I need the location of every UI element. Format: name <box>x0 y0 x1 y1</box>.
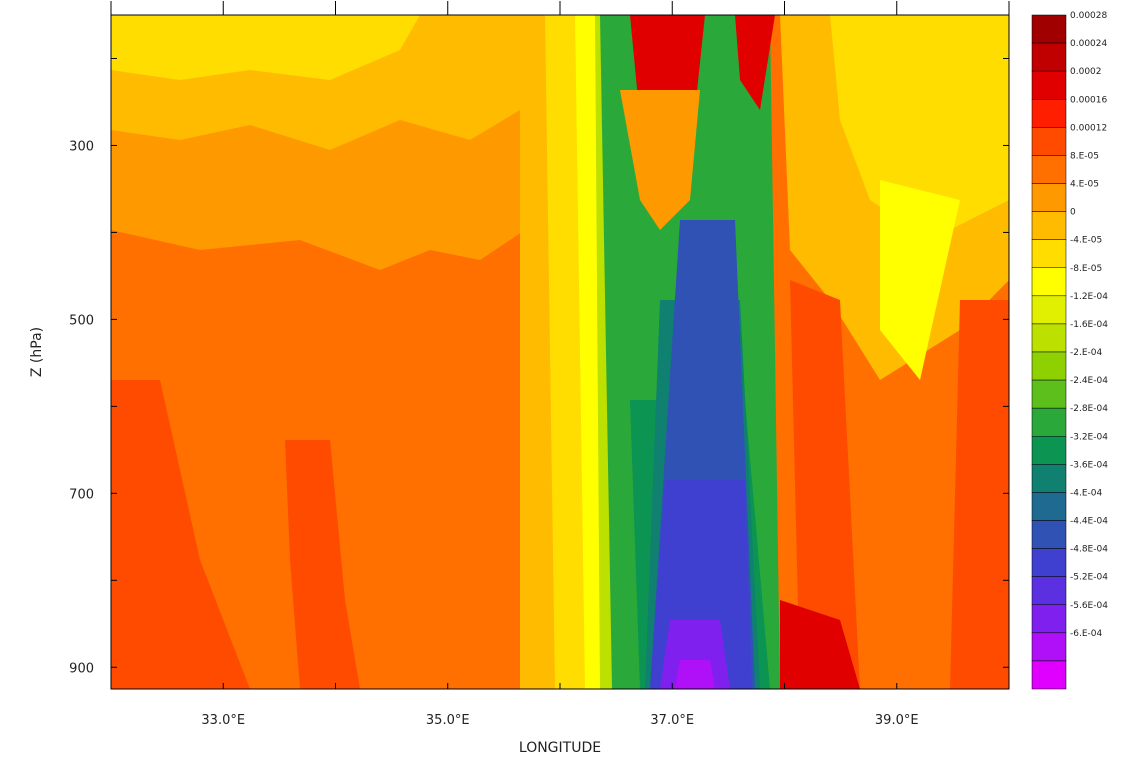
colorbar-label: -6.E-04 <box>1070 629 1102 639</box>
colorbar-swatch <box>1031 323 1067 353</box>
colorbar-swatch <box>1031 155 1067 184</box>
y-axis: 300 500 700 900 <box>69 57 1009 676</box>
colorbar-label: -5.6E-04 <box>1070 601 1108 611</box>
colorbar-swatch <box>1031 295 1067 325</box>
colorbar-label: 8.E-05 <box>1070 151 1099 161</box>
colorbar-swatch <box>1031 576 1067 606</box>
colorbar-label: 0 <box>1070 208 1076 218</box>
x-tick-label: 37.0°E <box>650 713 694 728</box>
contour-region-right-red <box>790 280 860 689</box>
colorbar-label: 4.E-05 <box>1070 180 1099 190</box>
colorbar-label: -4.4E-04 <box>1070 517 1108 527</box>
colorbar-label: 0.00024 <box>1070 39 1107 49</box>
contour-region-right-tongue <box>880 180 960 380</box>
colorbar-label: -2.8E-04 <box>1070 404 1108 414</box>
colorbar-label: -4.E-05 <box>1070 236 1102 246</box>
contour-region-mid-left <box>285 440 360 689</box>
colorbar-swatch <box>1031 183 1067 212</box>
colorbar-swatch <box>1031 99 1067 128</box>
colorbar-swatch <box>1031 604 1067 634</box>
colorbar-swatch <box>1031 211 1067 240</box>
x-axis: 33.0°E 35.0°E 37.0°E 39.0°E <box>110 1 1010 728</box>
colorbar-swatch <box>1031 492 1067 521</box>
colorbar-swatch <box>1031 239 1067 269</box>
colorbar-swatch <box>1031 14 1067 44</box>
colorbar-swatch <box>1031 379 1067 409</box>
x-tick-label: 39.0°E <box>875 713 919 728</box>
colorbar-swatch <box>1031 632 1067 662</box>
colorbar-label: 0.00012 <box>1070 123 1107 133</box>
contour-region-col-magenta <box>675 660 715 689</box>
colorbar-label: 0.0002 <box>1070 67 1102 77</box>
colorbar-label: -3.2E-04 <box>1070 432 1108 442</box>
x-tick-label: 35.0°E <box>426 713 470 728</box>
colorbar-label: -3.6E-04 <box>1070 460 1108 470</box>
colorbar-label: -1.6E-04 <box>1070 320 1108 330</box>
colorbar-label: 0.00016 <box>1070 95 1107 105</box>
y-axis-label: Z (hPa) <box>29 327 45 377</box>
colorbar-swatch <box>1031 436 1067 465</box>
colorbar-swatch <box>1031 464 1067 493</box>
x-tick-label: 33.0°E <box>201 713 245 728</box>
colorbar-label: -4.8E-04 <box>1070 545 1108 555</box>
colorbar-label: -2.E-04 <box>1070 348 1102 358</box>
y-tick-label: 700 <box>69 487 94 502</box>
colorbar-label: -8.E-05 <box>1070 264 1102 274</box>
colorbar-swatch <box>1031 70 1067 100</box>
colorbar-swatch <box>1031 267 1067 297</box>
colorbar-swatch <box>1031 42 1067 72</box>
colorbar-swatch <box>1031 520 1067 549</box>
colorbar-swatch <box>1031 407 1067 437</box>
contour-field <box>111 15 1009 689</box>
colorbar-swatch <box>1031 351 1067 381</box>
contour-region-upper-right-core <box>830 15 1009 240</box>
y-tick-label: 900 <box>69 661 94 676</box>
contour-region-max-east <box>735 15 775 110</box>
colorbar-swatch <box>1031 548 1067 577</box>
contour-region-west-flank <box>620 90 700 230</box>
contour-region-col-violet <box>660 620 730 689</box>
colorbar-label: -1.2E-04 <box>1070 292 1108 302</box>
colorbar-swatch <box>1031 660 1067 690</box>
colorbar-label: -2.4E-04 <box>1070 376 1108 386</box>
colorbar-swatch <box>1031 127 1067 156</box>
contour-region-top-left-core <box>111 15 420 80</box>
contour-region-right-max <box>780 600 860 689</box>
contour-region-far-right <box>950 300 1009 689</box>
colorbar-label: -5.2E-04 <box>1070 573 1108 583</box>
y-tick-label: 300 <box>69 139 94 154</box>
colorbar-label: -4.E-04 <box>1070 488 1102 498</box>
colorbar-label: 0.00028 <box>1070 11 1107 21</box>
y-tick-label: 500 <box>69 313 94 328</box>
colorbar-legend: 0.00028 0.00024 0.0002 0.00016 0.00012 8.E-05… <box>1031 11 1108 690</box>
contour-region-lower-left <box>111 380 250 689</box>
x-axis-label: LONGITUDE <box>519 740 601 756</box>
